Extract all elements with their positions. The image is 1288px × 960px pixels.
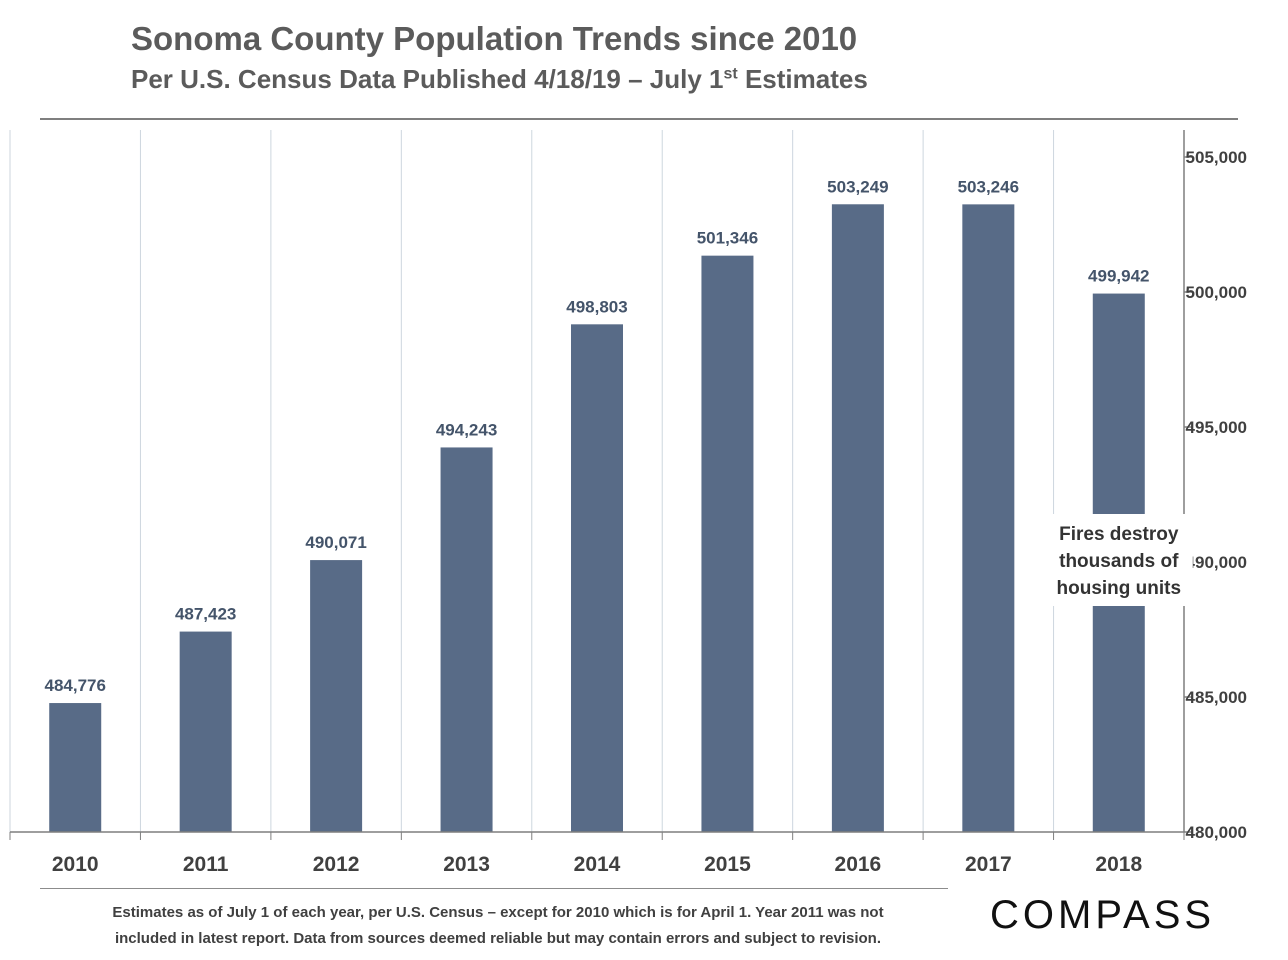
- data-label-2013: 494,243: [436, 420, 497, 439]
- annotation-line-3: housing units: [1057, 578, 1182, 599]
- bar-2012: [310, 560, 363, 832]
- footnote-line-1: Estimates as of July 1 of each year, per…: [112, 904, 884, 921]
- data-label-2010: 484,776: [44, 676, 105, 695]
- subtitle-superscript: st: [723, 65, 738, 83]
- annotation-line-2: thousands of: [1059, 551, 1179, 572]
- footnote-line-2: included in latest report. Data from sou…: [114, 930, 882, 947]
- footer-divider: [40, 888, 948, 889]
- subtitle-tail: Estimates: [737, 64, 868, 94]
- x-tick-label-2016: 2016: [835, 853, 882, 876]
- bar-2010: [49, 703, 102, 832]
- x-tick-label-2015: 2015: [704, 853, 751, 876]
- chart-title: Sonoma County Population Trends since 20…: [131, 20, 858, 57]
- data-label-2012: 490,071: [305, 533, 366, 552]
- x-tick-label-2012: 2012: [313, 853, 360, 876]
- data-label-2011: 487,423: [175, 605, 236, 624]
- data-label-2016: 503,249: [827, 177, 888, 196]
- bar-2013: [440, 447, 493, 832]
- bar-2016: [831, 204, 884, 833]
- data-labels: 484,776 487,423 490,071 494,243 498,803 501,3…: [44, 177, 1149, 695]
- y-tick-label-3: 495,000: [1186, 418, 1247, 437]
- y-tick-label-4: 500,000: [1186, 283, 1247, 302]
- annotation-group: Fires destroy thousands of housing units: [1044, 514, 1193, 606]
- y-tick-label-1: 485,000: [1186, 688, 1247, 707]
- subtitle-main: Per U.S. Census Data Published 4/18/19 –…: [131, 64, 724, 94]
- x-tick-label-2010: 2010: [52, 853, 99, 876]
- x-tick-label-2011: 2011: [183, 853, 229, 876]
- bar-2017: [962, 204, 1015, 832]
- bar-2015: [701, 255, 754, 832]
- annotation-line-1: Fires destroy: [1059, 524, 1179, 545]
- axes: 2010 2011 2012 2013 2014 2015 2016 2017 2018 480,…: [9, 130, 1247, 876]
- bar-2011: [179, 631, 232, 832]
- compass-logo: COMPASS: [990, 893, 1216, 937]
- chart-subtitle: Per U.S. Census Data Published 4/18/19 –…: [131, 64, 868, 95]
- y-tick-label-2: 490,000: [1186, 553, 1247, 572]
- data-label-2017: 503,246: [958, 177, 1019, 196]
- x-tick-label-2018: 2018: [1095, 853, 1142, 876]
- population-bar-chart: 484,776 487,423 490,071 494,243 498,803 501,3…: [9, 130, 1247, 876]
- data-label-2015: 501,346: [697, 229, 758, 248]
- footnote: Estimates as of July 1 of each year, per…: [40, 900, 956, 952]
- header-divider: [40, 118, 1238, 120]
- annotation-box: [1044, 514, 1193, 606]
- data-label-2014: 498,803: [566, 297, 627, 316]
- bars: [49, 204, 1145, 833]
- data-label-2018: 499,942: [1088, 267, 1149, 286]
- y-tick-label-0: 480,000: [1186, 823, 1247, 842]
- y-tick-label-5: 505,000: [1186, 148, 1247, 167]
- bar-2014: [571, 324, 623, 832]
- x-tick-label-2017: 2017: [965, 853, 1012, 876]
- x-tick-label-2013: 2013: [443, 853, 490, 876]
- x-tick-label-2014: 2014: [574, 853, 621, 876]
